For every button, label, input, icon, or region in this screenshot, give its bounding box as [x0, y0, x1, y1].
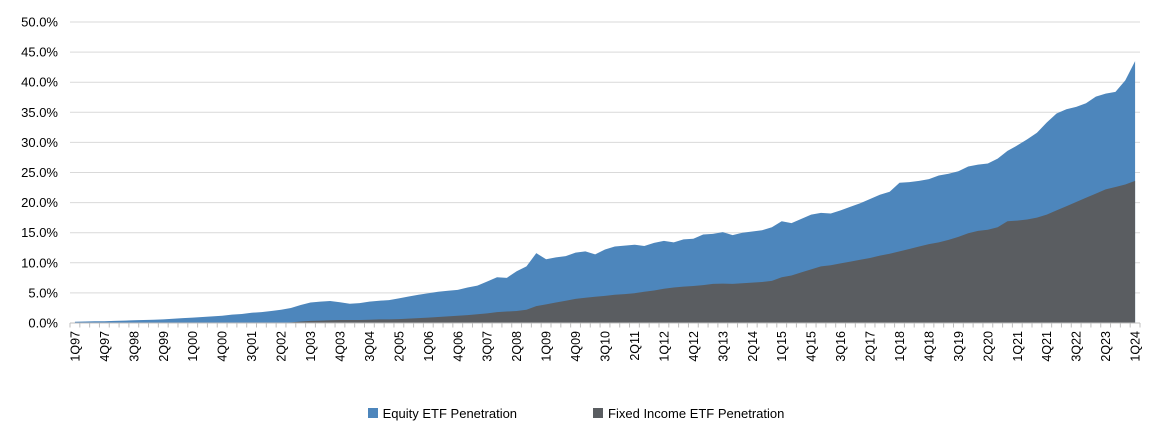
equity-legend-swatch-icon — [367, 408, 378, 418]
x-axis-label: 3Q13 — [716, 331, 730, 362]
x-axis-label: 3Q07 — [481, 331, 495, 362]
x-axis-label: 1Q15 — [775, 331, 789, 362]
equity-area-series — [74, 61, 1136, 323]
x-axis-label: 3Q04 — [363, 331, 377, 362]
x-axis-label: 1Q06 — [422, 331, 436, 362]
fixed-income-legend-label: Fixed Income ETF Penetration — [608, 405, 785, 421]
x-axis-label: 4Q18 — [922, 331, 936, 362]
y-axis-label: 15.0% — [21, 225, 58, 240]
etf-penetration-area-chart: 0.0% 5.0% 10.0% 15.0% 20.0% 25.0% 30.0% 35.0% 40… — [21, 15, 1143, 362]
y-axis-label: 25.0% — [21, 165, 58, 180]
x-axis-label: 4Q09 — [569, 331, 583, 362]
y-axis-label: 50.0% — [21, 15, 58, 30]
x-axis-label: 4Q15 — [805, 331, 819, 362]
x-axis-label: 1Q00 — [186, 331, 200, 362]
x-axis-label: 4Q12 — [687, 331, 701, 362]
x-axis-label: 4Q97 — [98, 331, 112, 362]
x-axis-label: 2Q08 — [510, 331, 524, 362]
x-axis-label: 3Q22 — [1070, 331, 1084, 362]
x-axis-label: 1Q03 — [304, 331, 318, 362]
x-axis-label: 1Q24 — [1129, 331, 1143, 362]
x-axis-label: 4Q21 — [1040, 331, 1054, 362]
x-axis-label: 2Q23 — [1099, 331, 1113, 362]
x-axis-label: 3Q98 — [127, 331, 141, 362]
x-axis-label: 1Q21 — [1011, 331, 1025, 362]
y-axis-label: 35.0% — [21, 105, 58, 120]
y-axis-label: 40.0% — [21, 75, 58, 90]
x-axis-label: 2Q17 — [864, 331, 878, 362]
y-axis-label: 10.0% — [21, 255, 58, 270]
legend-item-fixed-income: Fixed Income ETF Penetration — [593, 407, 784, 420]
x-axis-label: 3Q10 — [599, 331, 613, 362]
x-axis-label: 3Q01 — [245, 331, 259, 362]
x-axis-label: 4Q00 — [216, 331, 230, 362]
x-axis-label: 2Q99 — [157, 331, 171, 362]
x-axis-label: 1Q18 — [893, 331, 907, 362]
y-axis-label: 5.0% — [28, 285, 58, 300]
x-axis-label: 1Q12 — [657, 331, 671, 362]
x-axis-label: 2Q02 — [275, 331, 289, 362]
x-axis-label: 1Q97 — [68, 331, 82, 362]
x-axis-label: 4Q06 — [451, 331, 465, 362]
y-axis-label: 20.0% — [21, 195, 58, 210]
y-axis-label: 45.0% — [21, 45, 58, 60]
y-axis-label: 0.0% — [28, 316, 58, 331]
x-axis-label: 2Q05 — [392, 331, 406, 362]
x-axis-label: 3Q19 — [952, 331, 966, 362]
x-axis-label: 2Q14 — [746, 331, 760, 362]
x-axis-label: 3Q16 — [834, 331, 848, 362]
x-axis-label: 2Q20 — [981, 331, 995, 362]
legend-item-equity: Equity ETF Penetration — [367, 405, 518, 421]
equity-legend-label: Equity ETF Penetration — [382, 405, 518, 421]
fixed-income-area-series — [74, 180, 1136, 323]
fixed-income-legend-swatch-icon — [593, 408, 604, 418]
chart-legend: Equity ETF Penetration Fixed Income ETF … — [0, 402, 1152, 424]
x-axis-label: 2Q11 — [628, 331, 642, 361]
x-axis-label: 1Q09 — [540, 331, 554, 362]
x-axis-label: 4Q03 — [333, 331, 347, 362]
y-axis-label: 30.0% — [21, 135, 58, 150]
